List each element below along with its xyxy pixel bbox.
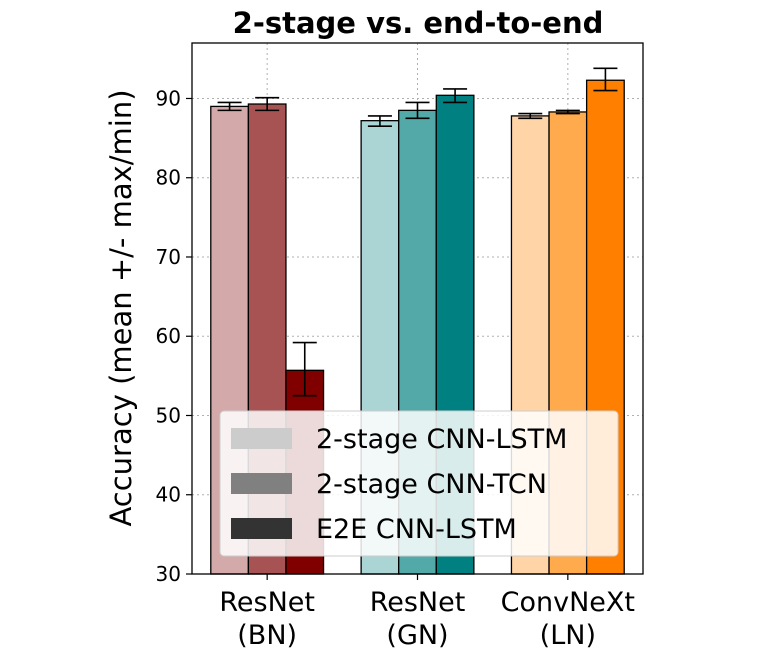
legend-frame — [219, 410, 619, 557]
y-tick-label: 60 — [156, 324, 181, 348]
x-tick-label: ResNet (GN) — [370, 587, 466, 651]
y-axis: 30 40 50 60 70 80 90 — [156, 86, 192, 586]
y-axis-label: Accuracy (mean +/- max/min) — [104, 89, 138, 526]
legend: 2-stage CNN-LSTM 2-stage CNN-TCN E2E CNN… — [219, 410, 619, 557]
y-tick-label: 90 — [156, 86, 181, 110]
legend-label: 2-stage CNN-LSTM — [316, 424, 567, 455]
error-bars — [217, 67, 618, 397]
legend-swatch — [231, 518, 292, 539]
y-tick-label: 30 — [156, 562, 181, 586]
chart-title: 2-stage vs. end-to-end — [233, 6, 604, 40]
x-tick-label: ConvNeXt (LN) — [501, 587, 635, 651]
y-tick-label: 70 — [156, 245, 181, 269]
x-tick-label: ResNet (BN) — [219, 587, 315, 651]
y-tick-label: 40 — [156, 483, 181, 507]
y-tick-label: 50 — [156, 403, 181, 427]
x-axis: ResNet (BN) ResNet (GN) ConvNeXt (LN) — [219, 574, 635, 651]
legend-swatch — [231, 428, 292, 449]
legend-label: E2E CNN-LSTM — [316, 514, 517, 545]
legend-label: 2-stage CNN-TCN — [316, 469, 547, 500]
legend-swatch — [231, 473, 292, 494]
y-tick-label: 80 — [156, 166, 181, 190]
